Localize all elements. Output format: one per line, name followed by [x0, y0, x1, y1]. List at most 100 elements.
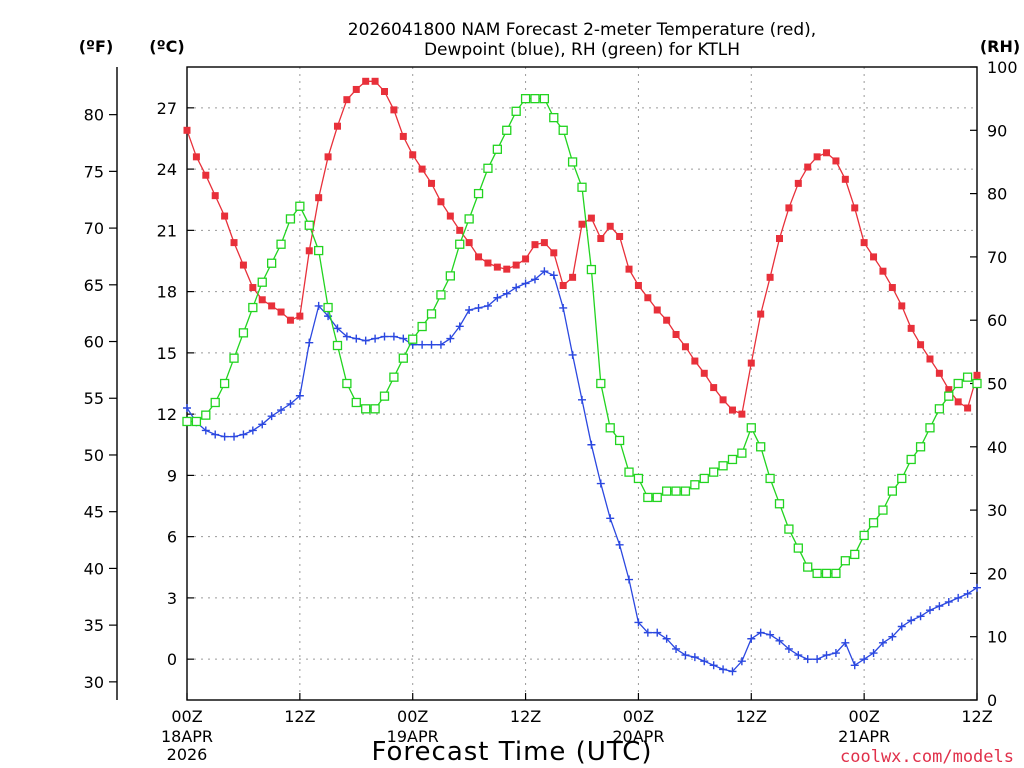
dewpoint-point	[606, 514, 615, 523]
temperature-point	[804, 163, 812, 171]
rh-point	[756, 442, 766, 452]
rh-tick-label: 80	[987, 185, 1007, 204]
fahrenheit-tick-label: 65	[84, 276, 104, 295]
x-tick-label: 12Z	[510, 707, 541, 726]
rh-point	[972, 378, 982, 389]
dewpoint-point	[794, 651, 803, 660]
temperature-point	[907, 324, 915, 332]
temperature-point	[644, 294, 652, 302]
dewpoint-point	[239, 430, 248, 439]
temperature-point	[550, 249, 558, 257]
rh-point	[793, 543, 803, 553]
rh-point	[191, 416, 202, 427]
temperature-point	[230, 239, 238, 247]
temperature-point	[832, 157, 840, 165]
dewpoint-point	[230, 432, 239, 441]
dewpoint-point	[201, 426, 210, 435]
dewpoint-point	[380, 332, 389, 341]
dewpoint-point	[954, 593, 963, 602]
rh-point	[774, 499, 785, 509]
rh-series	[182, 94, 982, 579]
temperature-point	[324, 153, 332, 161]
fahrenheit-tick-label: 40	[84, 559, 104, 578]
dewpoint-point	[850, 661, 859, 670]
site-credit[interactable]: coolwx.com/models	[840, 747, 1014, 767]
x-tick-date-label: 20APR	[612, 727, 664, 746]
temperature-point	[418, 165, 426, 173]
fahrenheit-tick-label: 35	[84, 616, 104, 635]
temperature-point	[239, 261, 247, 269]
temperature-point	[813, 153, 821, 161]
temperature-point	[870, 253, 878, 261]
dewpoint-point	[973, 583, 981, 592]
temperature-point	[616, 232, 624, 240]
rh-point	[765, 473, 775, 484]
rh-point	[643, 492, 653, 503]
dewpoint-point	[277, 406, 286, 415]
temperature-point	[738, 410, 746, 418]
rh-point	[605, 423, 615, 433]
rh-point	[812, 568, 822, 579]
rh-point	[596, 378, 606, 389]
dewpoint-point	[822, 651, 831, 660]
dewpoint-point	[530, 275, 539, 284]
dewpoint-point	[183, 404, 191, 413]
dewpoint-point	[860, 655, 869, 664]
dewpoint-point	[342, 332, 351, 341]
temperature-point	[945, 386, 953, 394]
rh-point	[925, 423, 935, 433]
grid-lines	[186, 67, 978, 700]
fahrenheit-tick-label: 70	[84, 219, 104, 238]
dewpoint-point	[737, 657, 746, 666]
dewpoint-point	[258, 420, 267, 429]
rh-point	[182, 416, 192, 427]
chart-title-line2: Dewpoint (blue), RH (green) for KTLH	[424, 40, 740, 60]
temperature-point	[841, 175, 849, 183]
dewpoint-point	[634, 618, 643, 627]
rh-point	[417, 321, 427, 332]
dewpoint-point	[756, 628, 765, 637]
temperature-point	[700, 369, 708, 377]
dewpoint-point	[831, 649, 840, 658]
dewpoint-point	[267, 412, 276, 421]
temperature-point	[305, 247, 313, 255]
dewpoint-point	[540, 267, 549, 276]
rh-point	[511, 106, 521, 116]
rh-point	[831, 568, 841, 579]
dewpoint-point	[747, 634, 756, 643]
rh-point	[567, 157, 578, 167]
temperature-point	[409, 151, 417, 159]
dewpoint-point	[784, 644, 793, 653]
celsius-tick-label: 27	[157, 99, 177, 118]
rh-point	[944, 391, 954, 401]
temperature-point	[926, 355, 934, 363]
temperature-point	[221, 212, 229, 220]
temperature-point	[540, 239, 548, 247]
celsius-tick-label: 21	[157, 221, 177, 240]
celsius-tick-label: 24	[157, 160, 177, 179]
rh-point	[586, 264, 597, 275]
rh-point	[614, 435, 625, 446]
temperature-point	[493, 263, 501, 271]
dewpoint-point	[672, 644, 681, 653]
dewpoint-point	[596, 479, 605, 488]
rh-point	[408, 334, 418, 344]
celsius-tick-label: 9	[167, 466, 177, 485]
dewpoint-point	[690, 653, 699, 662]
data-series	[182, 77, 982, 676]
dewpoint-point	[653, 628, 662, 637]
dewpoint-point	[521, 279, 530, 288]
temperature-point	[352, 85, 360, 93]
dewpoint-point	[700, 657, 709, 666]
temperature-point	[428, 179, 436, 187]
dewpoint-point	[559, 303, 568, 312]
temperature-point	[390, 106, 398, 114]
rh-point	[219, 378, 230, 389]
rh-point	[210, 397, 220, 408]
temperature-point	[888, 284, 896, 292]
dewpoint-point	[389, 332, 398, 341]
rh-point	[699, 473, 709, 484]
temperature-point	[653, 306, 661, 314]
dewpoint-series	[183, 267, 981, 676]
rh-tick-label: 60	[987, 311, 1007, 330]
